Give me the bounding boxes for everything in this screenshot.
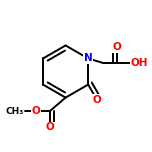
Text: N: N [84, 54, 93, 64]
Text: O: O [93, 95, 102, 105]
Text: OH: OH [131, 58, 148, 68]
Text: O: O [46, 122, 54, 132]
Text: O: O [113, 42, 122, 52]
Text: CH₃: CH₃ [6, 107, 24, 116]
Text: O: O [31, 106, 40, 116]
